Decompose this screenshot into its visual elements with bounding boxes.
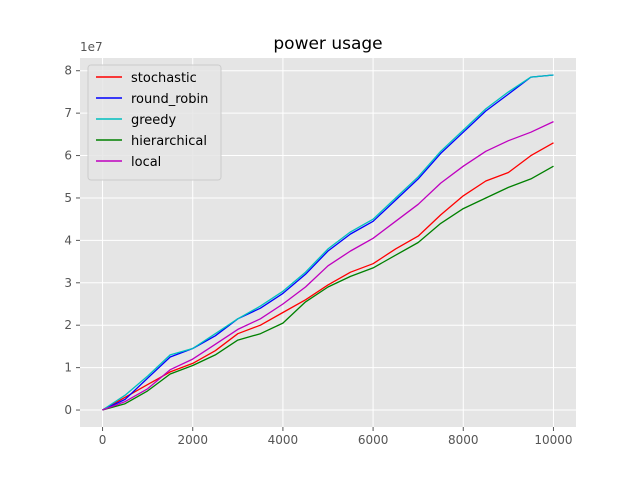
series-line-round_robin [102, 74, 554, 411]
y-tick-label: 4 [64, 233, 72, 247]
x-tick-label: 6000 [358, 433, 389, 447]
legend-label: greedy [131, 113, 177, 128]
y-tick-label: 6 [64, 149, 72, 163]
legend-label: local [131, 155, 161, 170]
y-tick-label: 5 [64, 191, 72, 205]
legend-box [87, 64, 222, 181]
legend-label: hierarchical [131, 134, 207, 149]
y-tick-label: 7 [64, 106, 72, 120]
y-tick-label: 1 [64, 361, 72, 375]
series-line-stochastic [102, 142, 554, 411]
series-line-local [102, 121, 554, 411]
x-tick-label: 10000 [534, 433, 572, 447]
chart-title: power usage [273, 34, 382, 54]
x-tick-label: 0 [99, 433, 107, 447]
series-lines [102, 74, 554, 411]
y-offset-label: 1e7 [80, 40, 103, 54]
y-tick-label: 2 [64, 318, 72, 332]
x-tick-label: 2000 [177, 433, 208, 447]
series-line-hierarchical [102, 165, 554, 411]
series-line-greedy [102, 74, 554, 411]
legend-label: round_robin [131, 92, 208, 107]
axis-ticks: 0 2000 4000 6000 8000 10000 0 1 2 3 4 5 6 7 8 [64, 64, 572, 447]
y-tick-label: 8 [64, 64, 72, 78]
legend-label: stochastic [131, 71, 197, 86]
x-tick-label: 8000 [448, 433, 479, 447]
x-tick-label: 4000 [268, 433, 299, 447]
y-tick-label: 3 [64, 276, 72, 290]
y-tick-label: 0 [64, 403, 72, 417]
